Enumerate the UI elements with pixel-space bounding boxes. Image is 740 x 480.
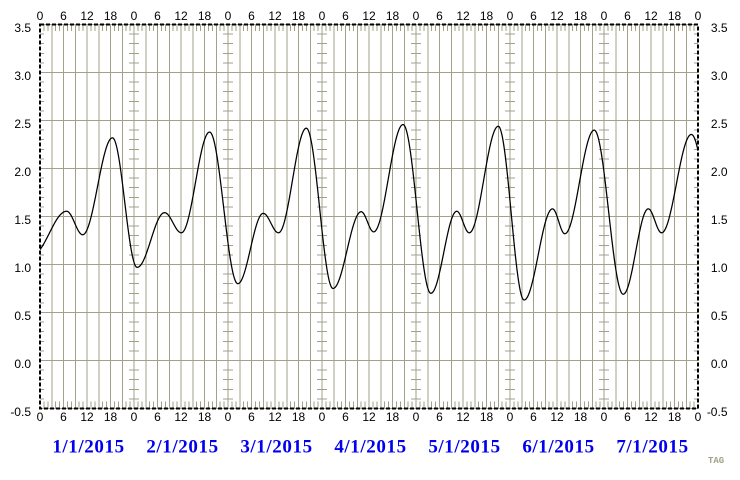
svg-text:12: 12 <box>268 410 282 424</box>
svg-text:0: 0 <box>225 9 232 23</box>
svg-text:1.5: 1.5 <box>711 213 728 227</box>
svg-text:6/1/2015: 6/1/2015 <box>522 437 594 458</box>
svg-text:6: 6 <box>624 410 631 424</box>
svg-text:12: 12 <box>80 410 94 424</box>
svg-text:-0.5: -0.5 <box>10 405 31 419</box>
svg-text:0.0: 0.0 <box>711 357 728 371</box>
svg-text:6: 6 <box>530 9 537 23</box>
svg-text:12: 12 <box>644 9 658 23</box>
svg-text:18: 18 <box>668 410 682 424</box>
svg-text:4/1/2015: 4/1/2015 <box>334 437 406 458</box>
svg-text:6: 6 <box>154 410 161 424</box>
svg-text:12: 12 <box>80 9 94 23</box>
svg-text:0: 0 <box>37 9 44 23</box>
svg-text:0.5: 0.5 <box>711 309 728 323</box>
svg-text:18: 18 <box>574 9 588 23</box>
svg-text:0: 0 <box>601 9 608 23</box>
svg-text:6: 6 <box>530 410 537 424</box>
svg-text:2.5: 2.5 <box>14 117 31 131</box>
svg-text:0: 0 <box>601 410 608 424</box>
svg-text:0.5: 0.5 <box>14 309 31 323</box>
svg-text:-0.5: -0.5 <box>707 405 728 419</box>
svg-text:3.5: 3.5 <box>711 21 728 35</box>
svg-text:18: 18 <box>198 9 212 23</box>
svg-text:1.0: 1.0 <box>711 261 728 275</box>
svg-text:5/1/2015: 5/1/2015 <box>428 437 500 458</box>
svg-text:18: 18 <box>292 410 306 424</box>
svg-text:7/1/2015: 7/1/2015 <box>616 437 688 458</box>
svg-text:2/1/2015: 2/1/2015 <box>146 437 218 458</box>
svg-text:0: 0 <box>413 9 420 23</box>
svg-text:12: 12 <box>362 9 376 23</box>
svg-text:6: 6 <box>60 410 67 424</box>
svg-text:0: 0 <box>319 9 326 23</box>
svg-text:18: 18 <box>480 9 494 23</box>
svg-text:12: 12 <box>456 410 470 424</box>
svg-text:12: 12 <box>362 410 376 424</box>
svg-text:0: 0 <box>413 410 420 424</box>
svg-text:3.0: 3.0 <box>711 69 728 83</box>
svg-text:6: 6 <box>342 410 349 424</box>
svg-text:6: 6 <box>342 9 349 23</box>
svg-text:1/1/2015: 1/1/2015 <box>52 437 124 458</box>
svg-text:18: 18 <box>292 9 306 23</box>
svg-text:2.5: 2.5 <box>711 117 728 131</box>
svg-text:12: 12 <box>550 410 564 424</box>
svg-text:TAG: TAG <box>708 456 724 466</box>
svg-text:18: 18 <box>104 9 118 23</box>
svg-text:2.0: 2.0 <box>14 165 31 179</box>
svg-text:0: 0 <box>507 9 514 23</box>
svg-text:12: 12 <box>644 410 658 424</box>
svg-text:12: 12 <box>268 9 282 23</box>
svg-text:3/1/2015: 3/1/2015 <box>240 437 312 458</box>
svg-text:0.0: 0.0 <box>14 357 31 371</box>
svg-text:0: 0 <box>225 410 232 424</box>
svg-text:2.0: 2.0 <box>711 165 728 179</box>
svg-text:6: 6 <box>60 9 67 23</box>
svg-text:6: 6 <box>436 9 443 23</box>
svg-text:0: 0 <box>507 410 514 424</box>
svg-text:12: 12 <box>550 9 564 23</box>
svg-text:6: 6 <box>248 9 255 23</box>
svg-text:1.0: 1.0 <box>14 261 31 275</box>
svg-text:18: 18 <box>386 410 400 424</box>
svg-text:12: 12 <box>174 410 188 424</box>
svg-text:0: 0 <box>131 410 138 424</box>
svg-text:6: 6 <box>154 9 161 23</box>
svg-text:0: 0 <box>37 410 44 424</box>
svg-text:0: 0 <box>695 9 702 23</box>
svg-text:18: 18 <box>574 410 588 424</box>
svg-text:0: 0 <box>319 410 326 424</box>
svg-text:12: 12 <box>456 9 470 23</box>
svg-text:18: 18 <box>386 9 400 23</box>
svg-text:18: 18 <box>198 410 212 424</box>
svg-text:3.5: 3.5 <box>14 21 31 35</box>
svg-text:18: 18 <box>104 410 118 424</box>
svg-text:6: 6 <box>624 9 631 23</box>
svg-text:0: 0 <box>131 9 138 23</box>
svg-text:18: 18 <box>480 410 494 424</box>
svg-text:3.0: 3.0 <box>14 69 31 83</box>
svg-text:12: 12 <box>174 9 188 23</box>
svg-text:0: 0 <box>695 410 702 424</box>
svg-text:1.5: 1.5 <box>14 213 31 227</box>
svg-text:18: 18 <box>668 9 682 23</box>
svg-text:6: 6 <box>436 410 443 424</box>
svg-text:6: 6 <box>248 410 255 424</box>
